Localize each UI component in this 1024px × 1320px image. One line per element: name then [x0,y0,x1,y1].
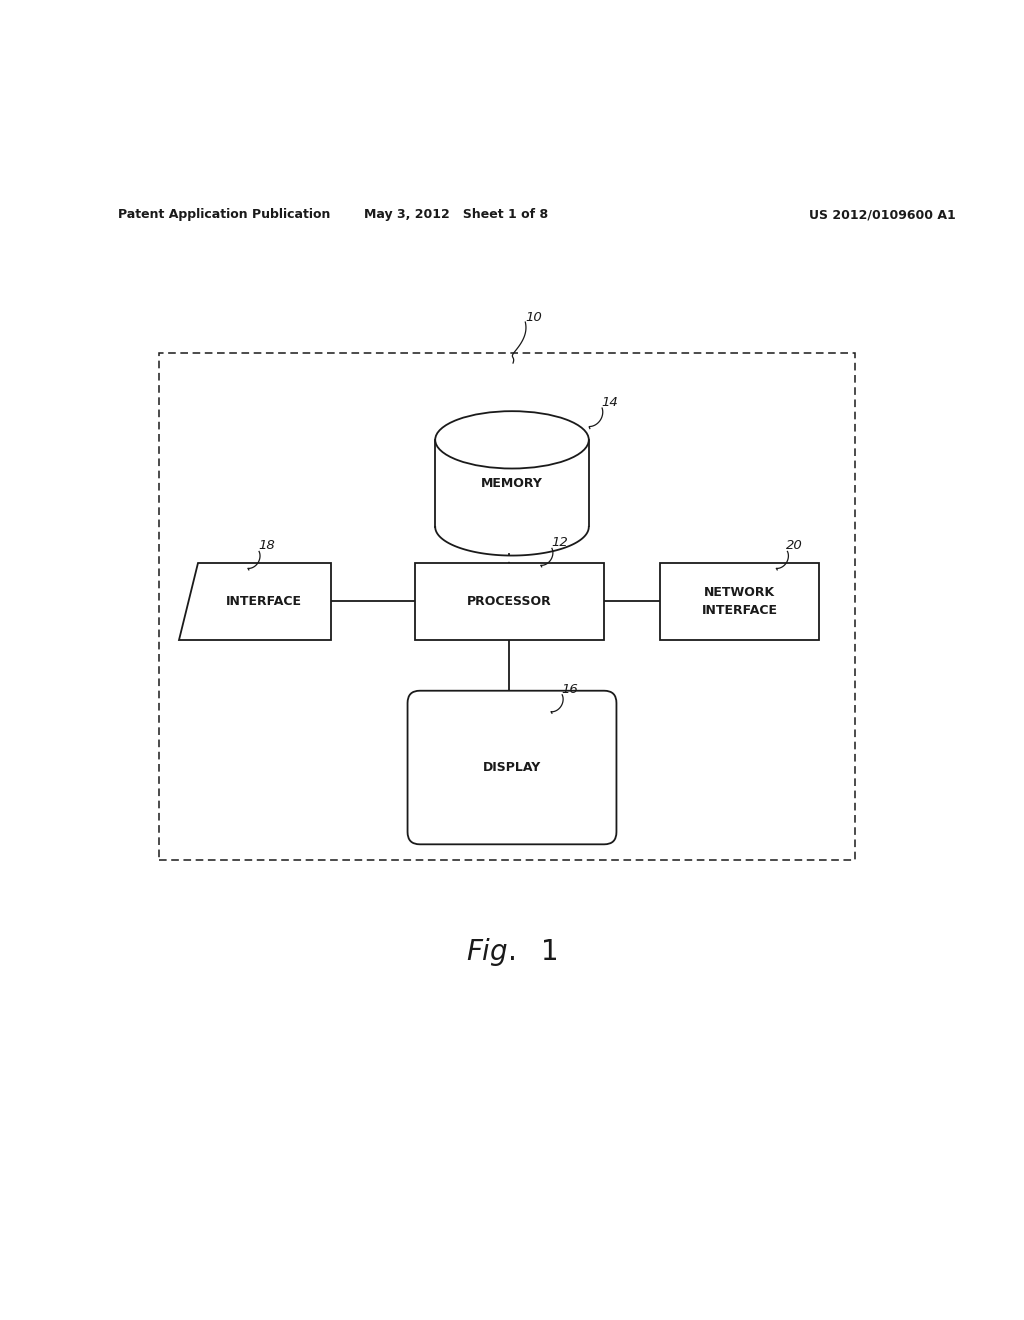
Ellipse shape [435,411,589,469]
Ellipse shape [435,411,589,469]
Text: Patent Application Publication: Patent Application Publication [118,209,330,220]
Text: 14: 14 [601,396,617,409]
Text: 10: 10 [525,312,542,325]
Text: DISPLAY: DISPLAY [483,762,541,774]
Bar [415,562,604,639]
Text: 12: 12 [551,536,567,549]
Text: INTERFACE: INTERFACE [226,594,302,607]
Text: May 3, 2012   Sheet 1 of 8: May 3, 2012 Sheet 1 of 8 [364,209,548,220]
Bar [159,352,855,859]
Text: 18: 18 [258,540,274,553]
Text: $\mathit{Fig.}$  $\mathit{1}$: $\mathit{Fig.}$ $\mathit{1}$ [466,936,558,968]
FancyBboxPatch shape [408,690,616,845]
Bar [660,562,819,639]
Text: MEMORY: MEMORY [481,477,543,490]
Text: US 2012/0109600 A1: US 2012/0109600 A1 [809,209,955,220]
Text: 20: 20 [786,540,803,553]
Text: NETWORK
INTERFACE: NETWORK INTERFACE [701,586,778,616]
Text: 16: 16 [561,682,578,696]
Bar [435,440,589,527]
Text: PROCESSOR: PROCESSOR [467,594,552,607]
Polygon shape [179,562,331,639]
